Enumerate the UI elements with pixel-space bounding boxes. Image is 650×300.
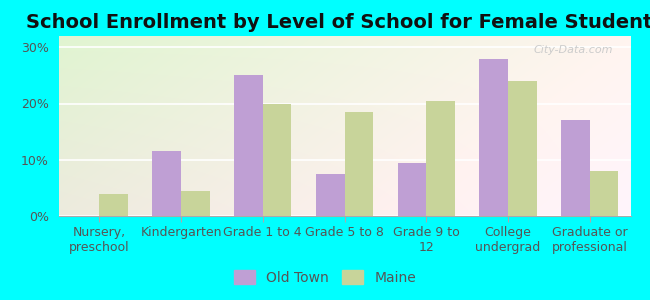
Bar bbox=[316, 174, 344, 216]
Bar bbox=[99, 194, 128, 216]
Bar bbox=[426, 101, 455, 216]
Bar bbox=[561, 120, 590, 216]
Bar bbox=[590, 171, 618, 216]
Bar bbox=[153, 151, 181, 216]
Bar bbox=[479, 58, 508, 216]
Bar bbox=[263, 103, 291, 216]
Title: School Enrollment by Level of School for Female Students: School Enrollment by Level of School for… bbox=[25, 13, 650, 32]
Bar bbox=[234, 75, 263, 216]
Bar bbox=[508, 81, 536, 216]
Legend: Old Town, Maine: Old Town, Maine bbox=[228, 264, 422, 290]
Text: City-Data.com: City-Data.com bbox=[534, 45, 614, 55]
Bar bbox=[344, 112, 373, 216]
Bar bbox=[181, 191, 210, 216]
Bar bbox=[398, 163, 426, 216]
